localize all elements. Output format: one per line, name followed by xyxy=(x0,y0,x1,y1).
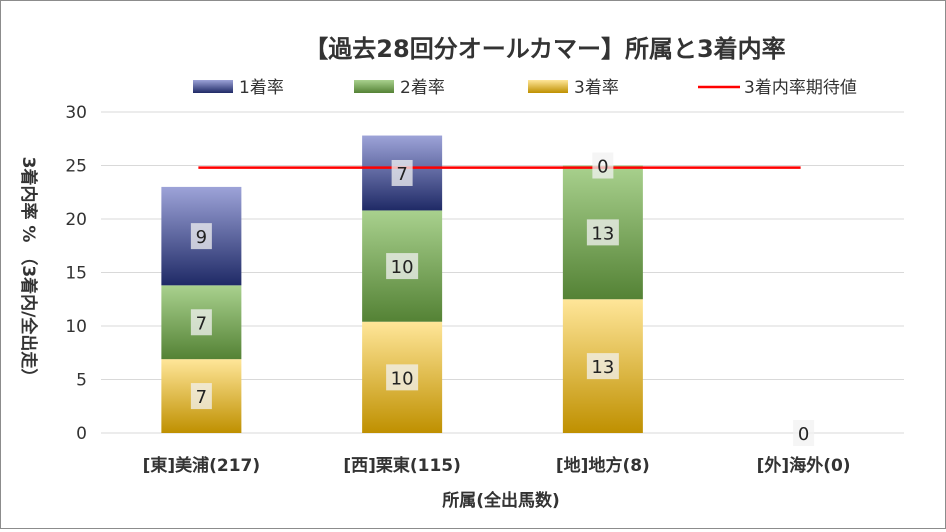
data-label: 13 xyxy=(591,223,614,244)
data-label-bg xyxy=(190,383,212,410)
data-label-bg xyxy=(586,353,619,380)
data-label: 10 xyxy=(391,368,414,389)
legend-swatch xyxy=(193,80,233,93)
y-axis-ticks: 0 5 10 15 20 25 30 xyxy=(65,103,87,444)
x-axis-ticks: [東]美浦(217) [西]栗東(115) [地]地方(8) [外]海外(0) xyxy=(143,455,851,476)
data-label: 10 xyxy=(391,257,414,278)
y-tick-label: 0 xyxy=(76,424,87,444)
data-label: 13 xyxy=(591,357,614,378)
data-label-bg xyxy=(190,223,212,250)
data-label: 7 xyxy=(196,313,207,334)
legend: 1着率 2着率 3着率 3着内率期待値 xyxy=(193,78,857,98)
data-label: 7 xyxy=(196,387,207,408)
legend-label: 3着率 xyxy=(574,78,619,98)
data-label-bg xyxy=(592,152,614,179)
y-tick-label: 30 xyxy=(65,103,87,123)
x-tick-label: [西]栗東(115) xyxy=(343,455,461,476)
data-label-bg xyxy=(391,159,413,186)
y-tick-label: 15 xyxy=(65,264,87,284)
data-label: 7 xyxy=(396,164,407,185)
y-axis-title: 3着内率 % （3着内/全出走） xyxy=(18,157,39,386)
x-tick-label: [外]海外(0) xyxy=(757,455,851,476)
x-tick-label: [地]地方(8) xyxy=(556,455,650,476)
data-label-bg xyxy=(386,364,419,391)
y-tick-label: 20 xyxy=(65,210,87,230)
data-labels: 7 7 9 10 10 7 13 13 0 0 xyxy=(190,152,815,446)
legend-label: 2着率 xyxy=(400,78,445,98)
data-label-bg xyxy=(386,253,419,280)
y-tick-label: 5 xyxy=(76,371,87,391)
legend-swatch xyxy=(354,80,394,93)
data-label: 0 xyxy=(597,157,608,178)
data-label-bg xyxy=(793,420,815,446)
y-tick-label: 25 xyxy=(65,157,87,177)
legend-label: 3着内率期待値 xyxy=(744,78,857,98)
legend-swatch xyxy=(528,80,568,93)
data-label-bg xyxy=(586,219,619,246)
chart-title: 【過去28回分オールカマー】所属と3着内率 xyxy=(304,35,785,63)
x-axis-title: 所属(全出馬数) xyxy=(442,490,560,511)
legend-label: 1着率 xyxy=(239,78,284,98)
y-tick-label: 10 xyxy=(65,317,87,337)
data-label: 9 xyxy=(196,227,207,248)
x-tick-label: [東]美浦(217) xyxy=(143,455,261,476)
data-label: 0 xyxy=(798,424,809,445)
data-label-bg xyxy=(190,309,212,336)
